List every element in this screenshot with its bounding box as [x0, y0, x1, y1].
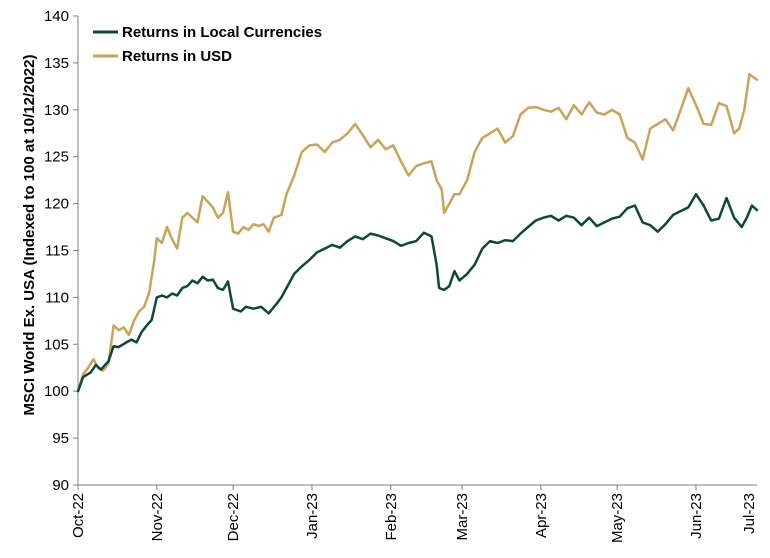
x-tick-label: Feb-23 [383, 493, 400, 541]
y-tick-label: 100 [44, 383, 69, 400]
x-tick-label: Nov-22 [149, 493, 166, 541]
x-tick-label: May-23 [609, 493, 626, 543]
legend-label-local: Returns in Local Currencies [122, 24, 322, 41]
plot-area: 90 95 100 105 110 115 120 125 130 135 140 Oct-22 Nov… [44, 8, 759, 543]
y-tick-label: 125 [44, 149, 69, 166]
y-tick-label: 135 [44, 55, 69, 72]
y-axis-title: MSCI World Ex. USA (Indexed to 100 at 10… [21, 55, 38, 416]
series-line-local-currencies [76, 192, 759, 393]
y-tick-label: 140 [44, 8, 69, 25]
y-tick-label: 90 [52, 477, 69, 494]
legend-label-usd: Returns in USD [122, 48, 232, 65]
y-tick-label: 120 [44, 196, 69, 213]
x-tick-label: Jul-23 [741, 493, 758, 534]
x-tick-label: Dec-22 [225, 493, 242, 541]
y-tick-label: 130 [44, 102, 69, 119]
y-tick-label: 95 [52, 430, 69, 447]
x-tick-label: Apr-23 [533, 493, 550, 538]
y-tick-label: 105 [44, 336, 69, 353]
x-tick-label: Oct-22 [70, 493, 87, 538]
x-tick-label: Jun-23 [688, 493, 705, 539]
y-tick-label: 115 [45, 243, 69, 260]
x-tick-label: Mar-23 [454, 493, 471, 541]
legend: Returns in Local Currencies Returns in U… [93, 24, 322, 65]
x-tick-label: Jan-23 [304, 493, 321, 539]
series-line-usd [76, 72, 759, 393]
y-tick-label: 110 [45, 289, 69, 306]
